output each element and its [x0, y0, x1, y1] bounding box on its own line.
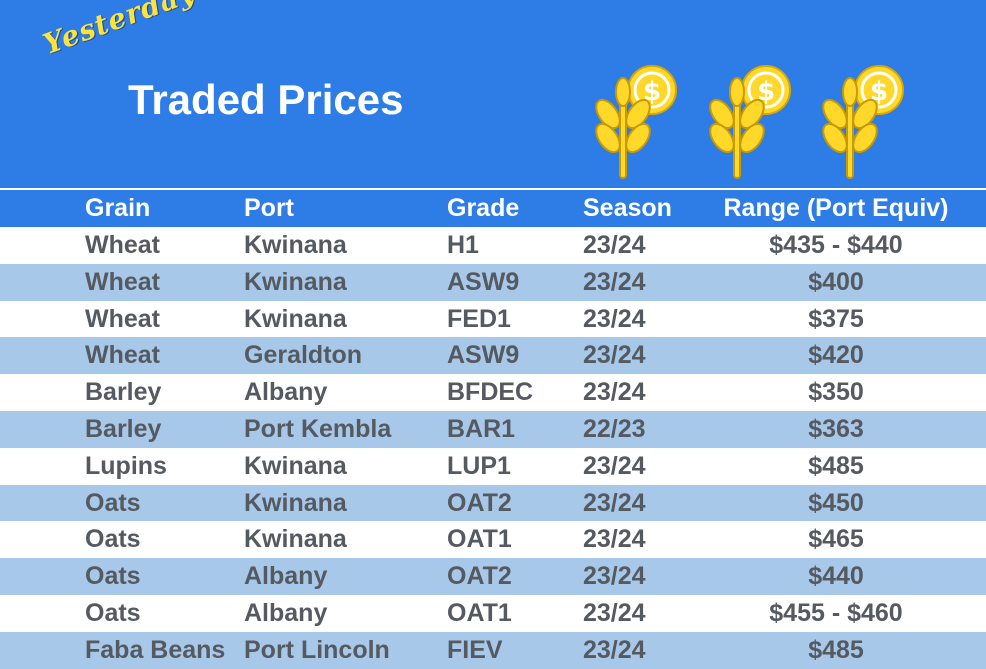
cell-grade: OAT1 — [447, 599, 512, 627]
cell-season: 23/24 — [583, 635, 646, 664]
wheat-coin-icon: $ — [595, 65, 677, 179]
yesterdays-script-title: Yesterday's — [38, 0, 225, 61]
cell-port: Kwinana — [244, 488, 347, 517]
cell-grain: Oats — [85, 599, 141, 627]
cell-grain: Wheat — [85, 267, 160, 296]
cell-range: $420 — [808, 341, 864, 370]
cell-port: Kwinana — [244, 267, 347, 296]
title-banner: Yesterday's Traded Prices $ $ — [0, 0, 986, 188]
column-header-grade: Grade — [447, 194, 520, 222]
table-row: Wheat Geraldton ASW9 23/24 $420 — [0, 337, 986, 375]
cell-grain: Oats — [85, 525, 141, 554]
cell-range: $400 — [808, 267, 864, 296]
table-row: Barley Albany BFDEC 23/24 $350 — [0, 374, 986, 412]
cell-port: Kwinana — [244, 304, 347, 333]
cell-season: 23/24 — [583, 231, 646, 259]
cell-grade: ASW9 — [447, 341, 520, 370]
column-header-grain: Grain — [85, 194, 151, 222]
page-title: Traded Prices — [128, 76, 404, 123]
table-row: Wheat Kwinana H1 23/24 $435 - $440 — [0, 227, 986, 264]
cell-port: Port Kembla — [244, 415, 392, 443]
cell-grade: LUP1 — [447, 451, 511, 480]
svg-text:$: $ — [757, 77, 775, 107]
cell-grade: H1 — [447, 231, 479, 259]
cell-grain: Barley — [85, 378, 162, 407]
cell-season: 23/24 — [583, 378, 646, 407]
cell-port: Geraldton — [244, 341, 363, 370]
table-header-row: Grain Port Grade Season Range (Port Equi… — [0, 190, 986, 227]
cell-port: Kwinana — [244, 525, 347, 554]
wheat-coin-icon: $ — [709, 65, 791, 179]
cell-season: 23/24 — [583, 267, 646, 296]
cell-grain: Oats — [85, 562, 141, 591]
cell-grade: ASW9 — [447, 267, 520, 296]
table-row: Oats Albany OAT2 23/24 $440 — [0, 558, 986, 596]
cell-season: 23/24 — [583, 341, 646, 370]
cell-grain: Barley — [85, 415, 162, 443]
cell-grade: BFDEC — [447, 378, 534, 407]
cell-range: $350 — [808, 378, 864, 407]
cell-grade: BAR1 — [447, 415, 516, 443]
cell-grain: Wheat — [85, 304, 160, 333]
cell-grade: FIEV — [447, 635, 503, 664]
svg-text:$: $ — [643, 77, 661, 107]
table-row: Oats Kwinana OAT1 23/24 $465 — [0, 521, 986, 559]
cell-port: Port Lincoln — [244, 635, 390, 664]
cell-grain: Wheat — [85, 231, 160, 259]
table-row: Oats Albany OAT1 23/24 $455 - $460 — [0, 595, 986, 632]
table-row: Oats Kwinana OAT2 23/24 $450 — [0, 484, 986, 522]
cell-season: 23/24 — [583, 304, 646, 333]
cell-range: $465 — [808, 525, 864, 554]
wheat-coin-icon: $ — [822, 65, 904, 179]
cell-range: $455 - $460 — [769, 599, 903, 627]
cell-grade: FED1 — [447, 304, 511, 333]
cell-port: Albany — [244, 378, 328, 407]
table-row: Wheat Kwinana ASW9 23/24 $400 — [0, 263, 986, 301]
cell-season: 23/24 — [583, 488, 646, 517]
column-header-range: Range (Port Equiv) — [723, 194, 949, 222]
table-row: Faba Beans Port Lincoln FIEV 23/24 $485 — [0, 631, 986, 669]
cell-port: Albany — [244, 599, 328, 627]
cell-grain: Faba Beans — [85, 635, 226, 664]
cell-port: Albany — [244, 562, 328, 591]
table-row: Barley Port Kembla BAR1 22/23 $363 — [0, 411, 986, 448]
cell-grade: OAT2 — [447, 562, 512, 591]
cell-range: $450 — [808, 488, 864, 517]
cell-season: 23/24 — [583, 451, 646, 480]
cell-grade: OAT1 — [447, 525, 512, 554]
svg-text:$: $ — [870, 77, 888, 107]
cell-range: $440 — [808, 562, 864, 591]
column-header-port: Port — [244, 194, 294, 222]
cell-season: 23/24 — [583, 525, 646, 554]
cell-season: 22/23 — [583, 415, 646, 443]
column-header-season: Season — [583, 194, 672, 222]
cell-grain: Lupins — [85, 451, 167, 480]
cell-season: 23/24 — [583, 599, 646, 627]
table-row: Wheat Kwinana FED1 23/24 $375 — [0, 300, 986, 338]
cell-grain: Wheat — [85, 341, 160, 370]
cell-season: 23/24 — [583, 562, 646, 591]
cell-grain: Oats — [85, 488, 141, 517]
table-row: Lupins Kwinana LUP1 23/24 $485 — [0, 447, 986, 485]
cell-range: $485 — [808, 451, 864, 480]
cell-range: $375 — [808, 304, 864, 333]
cell-range: $435 - $440 — [769, 231, 903, 259]
cell-range: $485 — [808, 635, 864, 664]
cell-grade: OAT2 — [447, 488, 512, 517]
cell-range: $363 — [808, 415, 864, 443]
cell-port: Kwinana — [244, 451, 347, 480]
cell-port: Kwinana — [244, 231, 347, 259]
